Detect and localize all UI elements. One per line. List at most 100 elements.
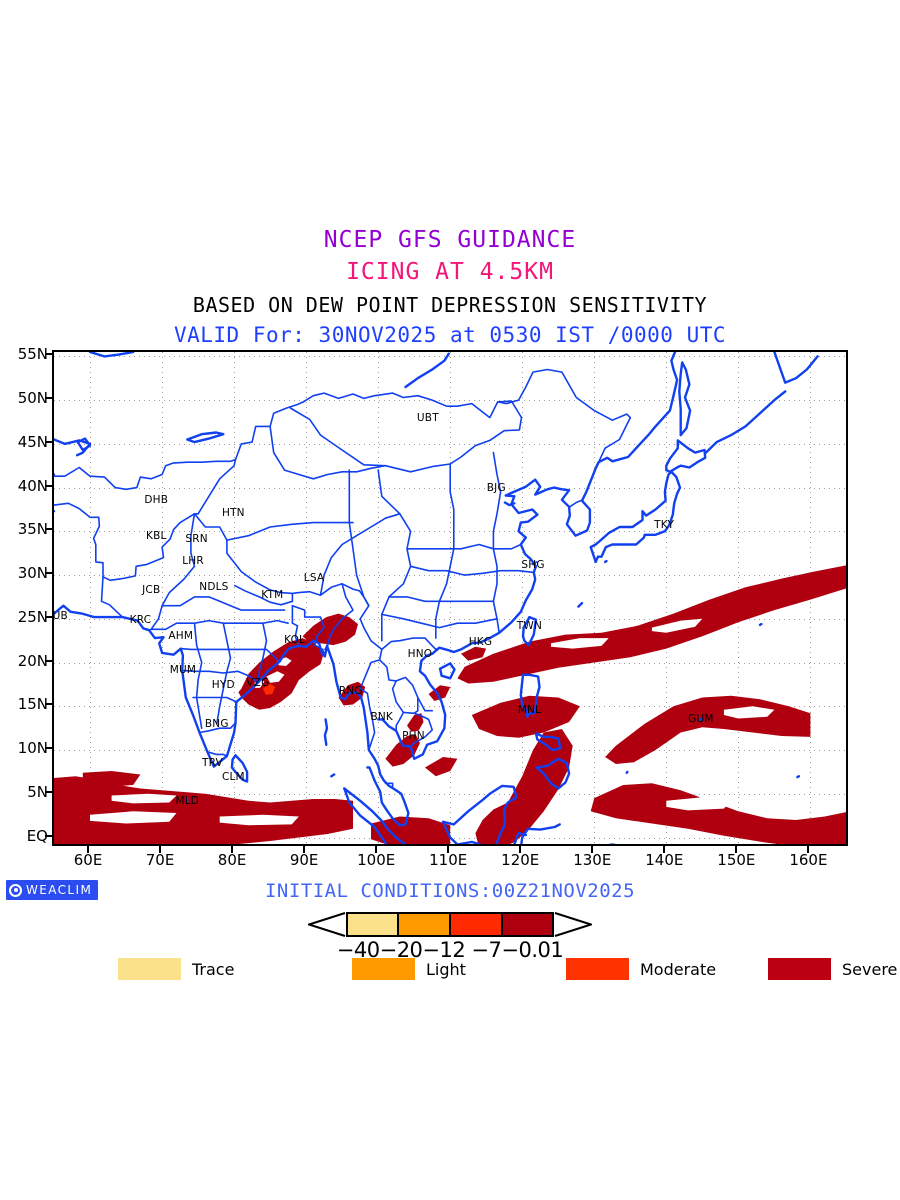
brand-label: WEACLIM xyxy=(26,883,93,897)
gridline-horizontal xyxy=(54,356,846,358)
x-axis-tick-mark xyxy=(591,846,594,853)
copyright-circle-icon xyxy=(9,883,22,897)
x-axis-tick-label: 110E xyxy=(429,851,468,869)
city-label-tky: TKY xyxy=(654,519,675,532)
y-axis-tick-label: 10N xyxy=(17,739,48,758)
legend-swatch-light xyxy=(352,958,415,980)
legend-swatch-severe xyxy=(768,958,831,980)
city-label-gum: GUM xyxy=(688,713,714,726)
legend-label-severe: Severe xyxy=(842,959,898,979)
initial-conditions-label: INITIAL CONDITIONS:00Z21NOV2025 xyxy=(264,880,636,902)
legend-label-moderate: Moderate xyxy=(640,959,717,979)
gridline-vertical xyxy=(666,352,668,844)
x-axis-tick-label: 160E xyxy=(789,851,828,869)
x-axis-tick-mark xyxy=(375,846,378,853)
legend-label-trace: Trace xyxy=(192,959,235,979)
gridline-vertical xyxy=(306,352,308,844)
gridline-vertical xyxy=(522,352,524,844)
city-label-hyd: HYD xyxy=(211,679,235,692)
city-label-bng: BNG xyxy=(204,717,229,730)
city-label-twn: TWN xyxy=(516,619,543,632)
y-axis-tick-label: 30N xyxy=(17,564,48,583)
colorbar-segment-3 xyxy=(502,912,554,937)
city-label-ndls: NDLS xyxy=(199,581,229,594)
gridline-vertical xyxy=(594,352,596,844)
city-label-htn: HTN xyxy=(221,506,245,519)
city-label-kol: KOL xyxy=(284,633,306,646)
legend-swatch-trace xyxy=(118,958,181,980)
x-axis-tick-label: 60E xyxy=(73,851,103,869)
gridline-horizontal xyxy=(54,400,846,402)
x-axis-tick-label: 150E xyxy=(717,851,756,869)
severity-legend: Trace Light Moderate Severe xyxy=(0,958,900,988)
y-axis-tick-mark xyxy=(45,703,52,706)
city-label-rng: RNG xyxy=(338,684,363,697)
gridline-vertical xyxy=(234,352,236,844)
gridline-vertical xyxy=(90,352,92,844)
y-axis-tick-label: 40N xyxy=(17,476,48,495)
x-axis-tick-mark xyxy=(663,846,666,853)
city-label-mum: MUM xyxy=(169,664,197,677)
x-axis-tick-label: 80E xyxy=(217,851,247,869)
gridline-horizontal xyxy=(54,706,846,708)
city-label-trv: TRV xyxy=(202,757,223,770)
city-label-ubt: UBT xyxy=(416,412,439,425)
y-axis-tick-mark xyxy=(45,790,52,793)
title-valid-time: VALID For: 30NOV2025 at 0530 IST /0000 U… xyxy=(173,323,726,347)
title-product: ICING AT 4.5KM xyxy=(346,259,554,285)
city-label-krc: KRC xyxy=(129,613,152,626)
city-label-lhr: LHR xyxy=(182,555,204,568)
legend-swatch-moderate xyxy=(566,958,629,980)
y-axis-tick-mark xyxy=(45,615,52,618)
y-axis-tick-label: 15N xyxy=(17,695,48,714)
x-axis-tick-label: 140E xyxy=(645,851,684,869)
y-axis-tick-mark xyxy=(45,834,52,837)
city-label-ahm: AHM xyxy=(168,630,194,643)
legend-item-moderate: Moderate xyxy=(566,958,716,980)
map-plot-area[interactable]: UBT DHB HTN KBL SRN LHR JCB NDLS LSA KTM BJG TKY SHG… xyxy=(52,350,848,846)
city-label-hkg: HKG xyxy=(468,636,493,649)
coastline-and-borders xyxy=(54,352,819,844)
gridline-vertical xyxy=(450,352,452,844)
y-axis-tick-label: 50N xyxy=(17,389,48,408)
city-label-phn: PHN xyxy=(402,730,425,743)
gridline-vertical xyxy=(378,352,380,844)
x-axis-tick-mark xyxy=(519,846,522,853)
x-axis-tick-mark xyxy=(87,846,90,853)
city-label-hno: HNO xyxy=(407,647,433,660)
x-axis-tick-mark xyxy=(159,846,162,853)
city-label-mnl: MNL xyxy=(517,703,542,716)
city-label-bnk: BNK xyxy=(370,710,394,723)
x-axis-tick-label: 130E xyxy=(573,851,612,869)
y-axis-tick-mark xyxy=(45,397,52,400)
gridline-horizontal xyxy=(54,750,846,752)
legend-item-light: Light xyxy=(352,958,466,980)
x-axis-tick-mark xyxy=(807,846,810,853)
legend-label-light: Light xyxy=(426,959,466,979)
y-axis-tick-mark xyxy=(45,440,52,443)
colorbar-segment-2 xyxy=(450,912,502,937)
y-axis-tick-label: EQ xyxy=(26,826,48,845)
y-axis-tick-mark xyxy=(45,484,52,487)
x-axis-tick-label: 100E xyxy=(357,851,396,869)
city-label-bjg: BJG xyxy=(486,482,506,495)
y-axis-tick-mark xyxy=(45,528,52,531)
colorbar-segment-1 xyxy=(398,912,450,937)
y-axis-tick-mark xyxy=(45,572,52,575)
colorbar-left-arrow xyxy=(308,912,346,937)
city-label-dub: DUB xyxy=(52,610,68,623)
city-label-vzg: VZG xyxy=(246,676,270,689)
y-axis-tick-label: 25N xyxy=(17,607,48,626)
colorbar: −40−20−12 −7−0.01 xyxy=(0,908,900,968)
colorbar-right-arrow xyxy=(554,912,592,937)
y-axis-tick-label: 55N xyxy=(17,345,48,364)
y-axis-tick-label: 45N xyxy=(17,432,48,451)
icing-severity-overlay xyxy=(54,565,846,844)
city-label-shg: SHG xyxy=(521,558,545,571)
city-label-jcb: JCB xyxy=(142,583,161,596)
x-axis-tick-label: 90E xyxy=(289,851,319,869)
y-axis-tick-mark xyxy=(45,659,52,662)
x-axis-tick-mark xyxy=(447,846,450,853)
gridline-vertical xyxy=(162,352,164,844)
